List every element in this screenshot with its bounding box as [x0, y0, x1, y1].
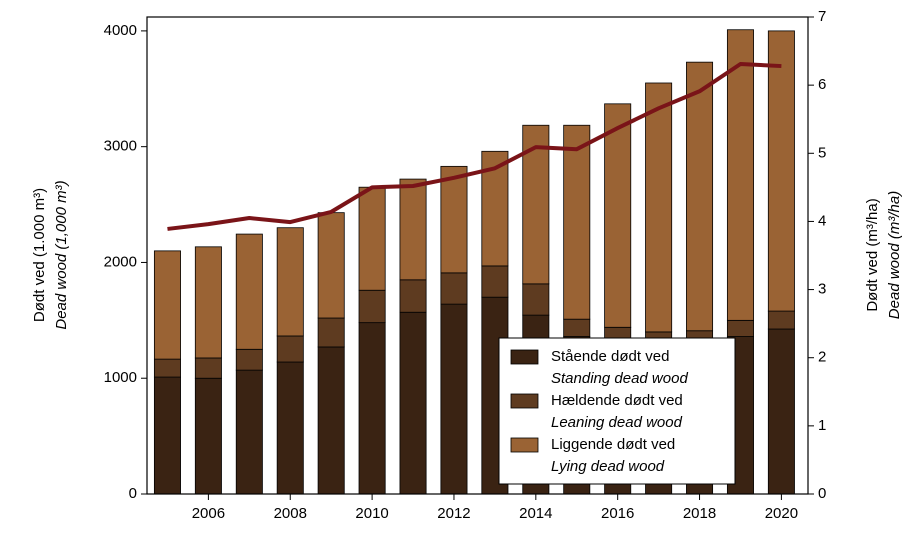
y-label: Dødt ved (1.000 m³): [31, 188, 48, 322]
x-tick-label: 2006: [192, 505, 225, 522]
y-tick-label: 4000: [104, 22, 137, 39]
bar-segment: [276, 335, 304, 363]
bar-segment: [726, 29, 754, 321]
x-tick-label: 2018: [683, 505, 716, 522]
bar-segment: [563, 318, 591, 337]
bar-segment: [358, 289, 386, 324]
y-tick-label: 0: [129, 485, 137, 502]
bar-segment: [726, 319, 754, 337]
y2-tick-label: 4: [818, 212, 826, 229]
bar-segment: [358, 322, 386, 495]
legend-label-en: Lying dead wood: [551, 458, 665, 475]
bar-segment: [358, 186, 386, 291]
bar-segment: [235, 369, 263, 495]
y-tick-label: 3000: [104, 138, 137, 155]
y2-label: Dødt ved (m³/ha): [864, 198, 881, 311]
bar-segment: [235, 233, 263, 350]
bar-segment: [767, 328, 795, 495]
y-axis-title: Dødt ved (1.000 m³): [31, 188, 48, 322]
y2-tick-label: 0: [818, 485, 826, 502]
legend-swatch: [510, 393, 539, 409]
bar-segment: [440, 303, 468, 495]
bar-segment: [399, 279, 427, 313]
bar-segment: [481, 265, 509, 298]
bar-segment: [276, 361, 304, 495]
y2-tick-label: 2: [818, 349, 826, 366]
legend-swatch: [510, 349, 539, 365]
y2-tick-label: 7: [818, 8, 826, 25]
bar-segment: [317, 317, 345, 348]
x-tick-label: 2014: [519, 505, 552, 522]
bar-segment: [522, 283, 550, 316]
y-tick-label: 1000: [104, 369, 137, 386]
x-tick-label: 2008: [274, 505, 307, 522]
legend: Stående dødt ved Standing dead wood Hælden…: [498, 337, 736, 485]
bar-segment: [317, 212, 345, 319]
bar-segment: [153, 358, 181, 378]
bar-segment: [440, 272, 468, 305]
plot-frame: [146, 16, 809, 495]
line-series: [167, 62, 782, 231]
bar-segment: [440, 165, 468, 274]
y2-tick-label: 3: [818, 281, 826, 298]
legend-label: Liggende dødt ved: [551, 436, 675, 453]
bar-segment: [194, 377, 222, 495]
y2-axis-title-en: Dead wood (m³/ha): [886, 191, 903, 319]
bar-segment: [235, 348, 263, 371]
bar-segment: [153, 376, 181, 495]
x-tick-label: 2010: [355, 505, 388, 522]
x-tick-label: 2016: [601, 505, 634, 522]
legend-label-en: Standing dead wood: [551, 370, 688, 387]
y-label-en: Dead wood (1,000 m³): [53, 180, 70, 329]
legend-label: Stående dødt ved: [551, 348, 669, 365]
legend-label-en: Leaning dead wood: [551, 414, 683, 431]
bar-segment: [399, 311, 427, 495]
bar-segment: [194, 246, 222, 359]
bar-segment: [767, 310, 795, 330]
y2-tick-label: 1: [818, 417, 826, 434]
bar-segment: [645, 82, 673, 333]
bar-segment: [563, 124, 591, 320]
bar-segment: [276, 227, 304, 337]
x-tick-label: 2012: [437, 505, 470, 522]
y-axis-title-en: Dead wood (1,000 m³): [53, 180, 70, 329]
y2-axis-title: Dødt ved (m³/ha): [864, 198, 881, 311]
bar-segment: [604, 103, 632, 328]
bar-segment: [399, 178, 427, 281]
bar-segment: [767, 30, 795, 312]
y2-tick-label: 6: [818, 76, 826, 93]
bar-segment: [317, 346, 345, 495]
y2-label-en: Dead wood (m³/ha): [886, 191, 903, 319]
legend-swatch: [510, 437, 539, 453]
bar-segment: [686, 61, 714, 332]
y2-tick-label: 5: [818, 144, 826, 161]
x-tick-label: 2020: [765, 505, 798, 522]
y-tick-label: 2000: [104, 253, 137, 270]
bar-segment: [153, 250, 181, 360]
legend-label: Hældende dødt ved: [551, 392, 683, 409]
bar-segment: [194, 357, 222, 379]
